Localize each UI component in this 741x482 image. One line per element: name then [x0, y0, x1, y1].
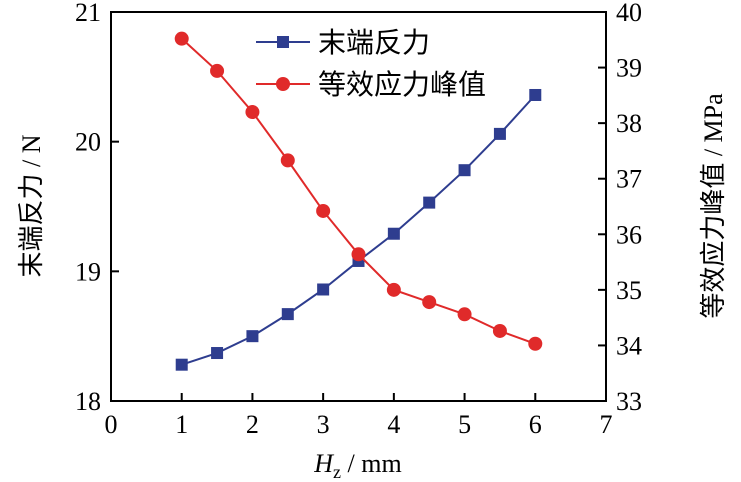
data-point-square	[211, 347, 224, 360]
legend-marker-square	[277, 36, 289, 48]
y-axis-label-right: 等效应力峰值 / MPa	[699, 93, 728, 319]
data-point-circle	[422, 295, 437, 310]
x-tick-label: 1	[175, 410, 188, 439]
y-tick-label-left: 18	[75, 387, 101, 416]
data-point-square	[529, 88, 542, 101]
data-point-circle	[210, 63, 225, 78]
data-point-square	[281, 308, 294, 321]
y-tick-label-right: 34	[616, 331, 642, 360]
x-axis-label: Hz / mm	[313, 449, 401, 482]
data-point-square	[423, 196, 436, 209]
plot-frame	[110, 11, 607, 402]
y-tick-label-right: 33	[616, 387, 642, 416]
data-point-square	[458, 164, 471, 177]
data-point-circle	[386, 282, 401, 297]
data-point-circle	[316, 203, 331, 218]
data-point-square	[317, 283, 330, 296]
y-tick-label-right: 40	[616, 0, 642, 27]
data-point-circle	[351, 247, 366, 262]
legend-marker-circle	[276, 77, 290, 91]
y-axis-label-left: 末端反力 / N	[17, 134, 46, 277]
data-point-square	[246, 330, 259, 343]
legend-label: 末端反力	[318, 26, 430, 59]
legend-label: 等效应力峰值	[318, 68, 486, 101]
x-tick-label: 3	[317, 410, 330, 439]
x-tick-label: 6	[529, 410, 542, 439]
data-point-circle	[174, 31, 189, 46]
y-tick-label-left: 20	[75, 128, 101, 157]
x-tick-label: 0	[105, 410, 118, 439]
data-point-square	[387, 227, 400, 240]
y-tick-label-right: 38	[616, 109, 642, 138]
data-point-square	[175, 358, 188, 371]
y-tick-label-right: 36	[616, 220, 642, 249]
x-tick-label: 7	[600, 410, 613, 439]
y-tick-label-right: 39	[616, 54, 642, 83]
y-tick-label-left: 19	[75, 257, 101, 286]
x-tick-label: 2	[246, 410, 259, 439]
data-point-circle	[492, 323, 507, 338]
x-tick-label: 5	[458, 410, 471, 439]
data-point-circle	[280, 153, 295, 168]
data-point-circle	[245, 105, 260, 120]
y-tick-label-left: 21	[75, 0, 101, 27]
x-tick-label: 4	[387, 410, 400, 439]
y-tick-label-right: 35	[616, 276, 642, 305]
data-point-square	[493, 127, 506, 140]
series-line	[181, 94, 537, 366]
data-point-circle	[457, 307, 472, 322]
y-tick-label-right: 37	[616, 165, 642, 194]
data-point-circle	[528, 336, 543, 351]
